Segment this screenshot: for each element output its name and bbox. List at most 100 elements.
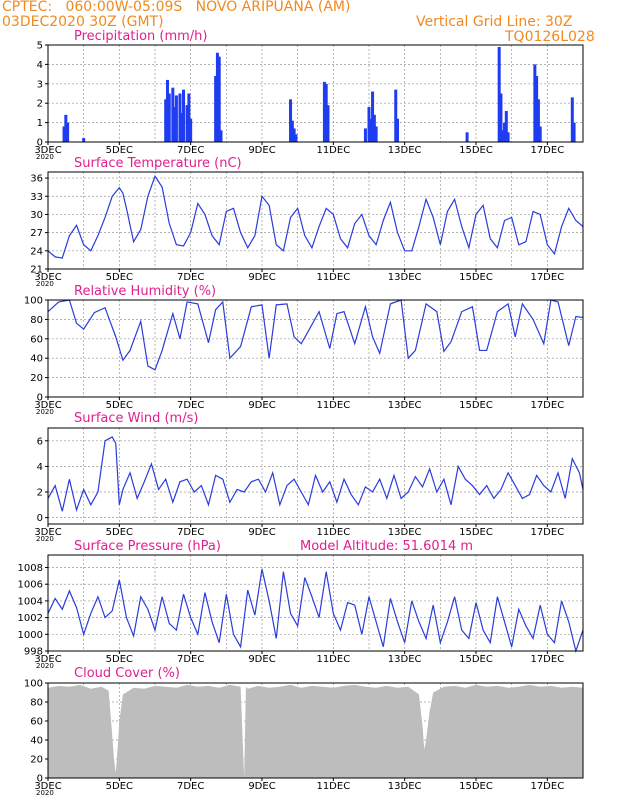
precip-bar <box>165 79 169 142</box>
precip-ytick-label: 0 <box>37 138 43 149</box>
wind-xtick-label: 13DEC <box>388 527 422 538</box>
cloud-xtick-label: 7DEC <box>177 781 204 792</box>
temp-xtick-label: 9DEC <box>248 272 275 283</box>
precip-bar <box>503 122 507 142</box>
temp-xtick-label: 11DEC <box>316 272 350 283</box>
precip-bar <box>363 128 367 142</box>
cloud-xtick-label: 11DEC <box>316 781 350 792</box>
wind-ytick-label: 4 <box>37 462 43 473</box>
cloud-ytick-label: 40 <box>30 736 43 747</box>
wind-xtick-label: 7DEC <box>177 527 204 538</box>
precip-bar <box>167 93 171 142</box>
pressure-ytick-label: 1000 <box>18 630 43 641</box>
pressure-xtick-label: 15DEC <box>459 654 493 665</box>
precip-bar <box>62 126 66 142</box>
cloud-ytick-label: 80 <box>30 698 43 709</box>
temp-xtick-label: 3DEC <box>34 272 61 283</box>
pressure-xtick-label: 3DEC <box>34 654 61 665</box>
precip-ytick-label: 5 <box>37 41 43 52</box>
wind-xtick-label: 3DEC <box>34 527 61 538</box>
rh-xtick-label: 3DEC <box>34 400 61 411</box>
pressure-line <box>47 569 584 654</box>
pressure-xtick-label: 9DEC <box>248 654 275 665</box>
precip-ytick-label: 4 <box>37 60 43 71</box>
pressure-xtick-label: 7DEC <box>177 654 204 665</box>
temp-xtick-label: 17DEC <box>530 272 564 283</box>
precip-bar <box>506 132 510 142</box>
precip-frame <box>47 44 584 143</box>
rh-xtick-label: 7DEC <box>177 400 204 411</box>
precip-bar <box>367 107 371 142</box>
wind-xtick-label: 17DEC <box>530 527 564 538</box>
wind-xtick-label: 9DEC <box>248 527 275 538</box>
temp-xtick-label: 7DEC <box>177 272 204 283</box>
precip-bar <box>182 89 186 142</box>
cloud-xtick-label: 5DEC <box>106 781 133 792</box>
temp-xtick-label: 5DEC <box>106 272 133 283</box>
rh-ytick-label: 60 <box>30 334 43 345</box>
rh-ytick-label: 40 <box>30 354 43 365</box>
pressure-xtick-label: 5DEC <box>106 654 133 665</box>
precip-bar <box>533 64 537 142</box>
cloud-xtick-label: 17DEC <box>530 781 564 792</box>
pressure-ytick-label: 1008 <box>18 563 43 574</box>
precip-bar <box>217 56 221 142</box>
pressure-ytick-label: 1002 <box>18 613 43 624</box>
precip-bar <box>570 97 574 142</box>
precip-bar <box>289 99 293 142</box>
temp-ytick-label: 21 <box>30 265 43 276</box>
cloud-frame <box>47 682 584 779</box>
temp-frame <box>47 171 584 270</box>
wind-xtick-label: 5DEC <box>106 527 133 538</box>
wind-ytick-label: 0 <box>37 513 43 524</box>
rh-ytick-label: 20 <box>30 373 43 384</box>
rh-xtick-label: 5DEC <box>106 400 133 411</box>
rh-xtick-label: 11DEC <box>316 400 350 411</box>
rh-year-label: 2020 <box>36 408 54 416</box>
cloud-xtick-label: 13DEC <box>388 781 422 792</box>
precip-bar <box>572 122 576 142</box>
temp-title: Surface Temperature (nC) <box>74 156 242 171</box>
precip-bar <box>501 130 505 142</box>
precip-bar <box>164 99 168 142</box>
precip-bar <box>326 105 330 142</box>
temp-ytick-label: 36 <box>30 174 43 185</box>
wind-xtick-label: 15DEC <box>459 527 493 538</box>
cloud-xtick-label: 15DEC <box>459 781 493 792</box>
rh-ytick-label: 80 <box>30 315 43 326</box>
precip-xtick-label: 3DEC <box>34 145 61 156</box>
temp-ytick-label: 27 <box>30 228 43 239</box>
cloud-xtick-label: 3DEC <box>34 781 61 792</box>
rh-frame <box>47 299 584 398</box>
pressure-ytick-label: 1004 <box>18 596 43 607</box>
precip-bar <box>396 118 400 142</box>
model-altitude: Model Altitude: 51.6014 m <box>300 539 474 554</box>
precip-bar <box>465 132 469 142</box>
precip-bar <box>290 120 294 142</box>
rh-xtick-label: 9DEC <box>248 400 275 411</box>
precip-bar <box>372 114 376 142</box>
temp-xtick-label: 13DEC <box>388 272 422 283</box>
precip-bar <box>536 99 540 142</box>
cloud-ytick-label: 60 <box>30 717 43 728</box>
cloud-title: Cloud Cover (%) <box>74 666 180 681</box>
temp-xtick-label: 15DEC <box>459 272 493 283</box>
precip-bar <box>185 105 189 142</box>
precip-ytick-label: 1 <box>37 118 43 129</box>
cloud-cover-area <box>48 684 583 778</box>
precip-bar <box>535 76 539 142</box>
pressure-xtick-label: 11DEC <box>316 654 350 665</box>
precip-bar <box>214 76 218 142</box>
pressure-year-label: 2020 <box>36 662 54 670</box>
precip-bar <box>174 95 178 142</box>
wind-title: Surface Wind (m/s) <box>74 411 199 426</box>
precip-bar <box>178 93 182 142</box>
header-station: CPTEC: 060:00W-05:09S NOVO ARIPUANA (AM) <box>2 0 351 15</box>
pressure-ytick-label: 998 <box>24 647 43 658</box>
cloud-ytick-label: 0 <box>37 774 43 785</box>
precip-xtick-label: 9DEC <box>248 145 275 156</box>
temp-line <box>47 174 584 259</box>
cloud-ytick-label: 20 <box>30 755 43 766</box>
precip-xtick-label: 15DEC <box>459 145 493 156</box>
